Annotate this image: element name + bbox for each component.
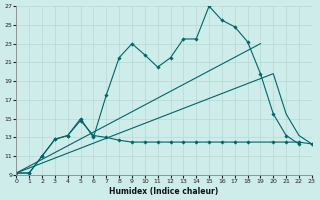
X-axis label: Humidex (Indice chaleur): Humidex (Indice chaleur) bbox=[109, 187, 219, 196]
